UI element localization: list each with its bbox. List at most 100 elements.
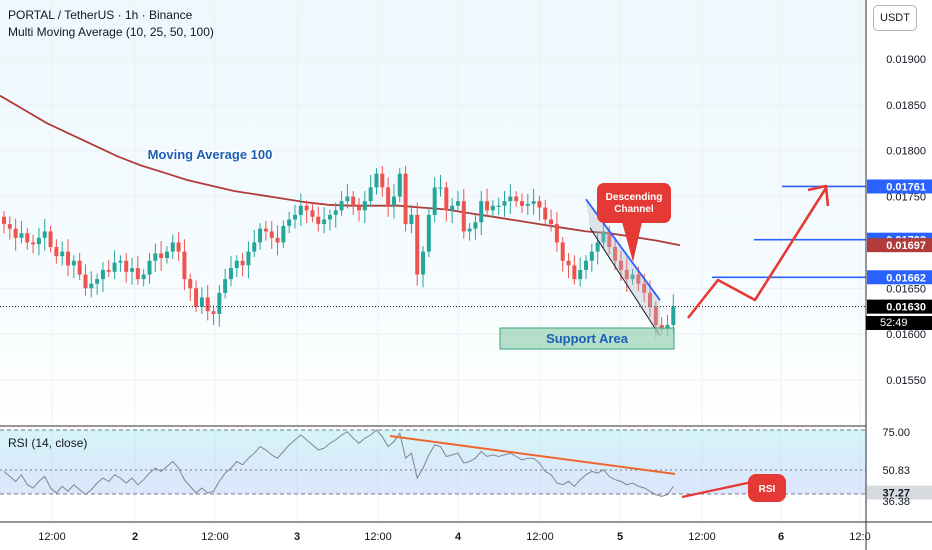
candle-body[interactable] — [310, 210, 315, 217]
candle-body[interactable] — [543, 207, 548, 220]
candle-body[interactable] — [467, 228, 472, 232]
candle-body[interactable] — [339, 201, 344, 211]
candle-body[interactable] — [118, 260, 123, 263]
candle-body[interactable] — [228, 268, 233, 280]
candle-body[interactable] — [205, 297, 210, 312]
candle-body[interactable] — [240, 260, 245, 266]
price-tag-level[interactable] — [867, 270, 932, 285]
candle-body[interactable] — [66, 251, 71, 266]
candle-body[interactable] — [473, 222, 478, 229]
candle-body[interactable] — [519, 201, 524, 206]
candle-body[interactable] — [461, 201, 466, 232]
candle-body[interactable] — [345, 196, 350, 202]
candle-body[interactable] — [322, 219, 327, 225]
candle-body[interactable] — [572, 265, 577, 280]
price-tag-current[interactable] — [867, 299, 932, 314]
candle-body[interactable] — [450, 205, 455, 211]
candle-body[interactable] — [327, 214, 332, 220]
candle-body[interactable] — [263, 228, 268, 232]
candle-body[interactable] — [549, 219, 554, 225]
candle-body[interactable] — [525, 203, 530, 206]
candle-body[interactable] — [409, 214, 414, 225]
candle-body[interactable] — [19, 233, 24, 238]
candle-body[interactable] — [584, 260, 588, 270]
candle-body[interactable] — [100, 269, 105, 280]
candle-body[interactable] — [357, 205, 362, 211]
candle-body[interactable] — [25, 233, 30, 243]
candle-body[interactable] — [554, 224, 559, 243]
candle-body[interactable] — [223, 279, 228, 293]
candle-body[interactable] — [444, 187, 449, 211]
candle-body[interactable] — [630, 274, 635, 280]
rsi-badge[interactable] — [748, 474, 786, 502]
candle-body[interactable] — [496, 205, 501, 207]
rsi-line[interactable] — [3, 429, 674, 497]
price-tag-level[interactable] — [867, 179, 932, 194]
candle-body[interactable] — [607, 231, 612, 248]
candle-body[interactable] — [170, 242, 175, 252]
candle-body[interactable] — [135, 268, 140, 280]
candle-body[interactable] — [36, 237, 41, 245]
chart-title[interactable]: PORTAL / TetherUS · 1h · Binance — [8, 8, 193, 22]
rsi-current-tag[interactable] — [867, 485, 932, 500]
candle-body[interactable] — [298, 205, 303, 215]
candle-body[interactable] — [281, 225, 286, 243]
candle-body[interactable] — [304, 205, 309, 211]
candle-body[interactable] — [316, 216, 321, 225]
candle-body[interactable] — [246, 251, 251, 266]
candle-body[interactable] — [403, 173, 408, 225]
candle-body[interactable] — [642, 283, 647, 293]
candle-body[interactable] — [386, 187, 391, 206]
rsi-legend[interactable]: RSI (14, close) — [8, 436, 88, 450]
candle-body[interactable] — [362, 201, 367, 211]
candle-body[interactable] — [618, 260, 623, 270]
candle-body[interactable] — [176, 242, 181, 252]
candle-body[interactable] — [130, 268, 135, 272]
candle-body[interactable] — [659, 324, 664, 330]
candle-body[interactable] — [194, 288, 199, 307]
candle-body[interactable] — [269, 231, 274, 238]
projection-arrow-path[interactable] — [686, 187, 828, 319]
candle-body[interactable] — [275, 237, 280, 243]
candle-body[interactable] — [95, 279, 100, 284]
candle-body[interactable] — [106, 269, 111, 272]
candle-body[interactable] — [258, 228, 263, 243]
candle-body[interactable] — [31, 242, 36, 245]
candle-body[interactable] — [613, 247, 618, 261]
candle-body[interactable] — [141, 274, 146, 280]
candle-body[interactable] — [380, 173, 385, 188]
candle-body[interactable] — [438, 187, 443, 189]
candle-body[interactable] — [537, 201, 542, 208]
candle-body[interactable] — [89, 283, 94, 289]
candle-body[interactable] — [147, 260, 152, 275]
candle-body[interactable] — [112, 262, 117, 272]
support-area-box[interactable] — [499, 327, 675, 350]
candle-body[interactable] — [595, 242, 600, 252]
candle-body[interactable] — [432, 187, 437, 215]
candle-body[interactable] — [2, 216, 6, 225]
candle-body[interactable] — [514, 196, 519, 202]
candle-body[interactable] — [531, 201, 536, 204]
candle-body[interactable] — [13, 228, 18, 238]
rsi-trend-line[interactable] — [389, 435, 676, 475]
price-tag-ma[interactable] — [867, 238, 932, 253]
candle-body[interactable] — [601, 231, 606, 243]
candle-body[interactable] — [159, 253, 164, 259]
candle-body[interactable] — [485, 201, 490, 211]
channel-callout-box[interactable] — [597, 183, 671, 223]
currency-selector[interactable]: USDT — [873, 5, 917, 31]
candle-body[interactable] — [124, 260, 129, 272]
candle-body[interactable] — [48, 231, 53, 248]
candle-body[interactable] — [479, 201, 484, 223]
candle-body[interactable] — [60, 251, 65, 257]
candle-body[interactable] — [77, 260, 82, 275]
indicator-legend[interactable]: Multi Moving Average (10, 25, 50, 100) — [8, 25, 214, 39]
candle-body[interactable] — [234, 260, 239, 269]
candle-body[interactable] — [560, 242, 565, 261]
candle-body[interactable] — [566, 260, 571, 266]
candle-body[interactable] — [153, 253, 158, 261]
candle-body[interactable] — [648, 292, 653, 307]
candle-body[interactable] — [391, 196, 396, 206]
candle-body[interactable] — [624, 269, 629, 280]
candle-body[interactable] — [665, 324, 670, 330]
